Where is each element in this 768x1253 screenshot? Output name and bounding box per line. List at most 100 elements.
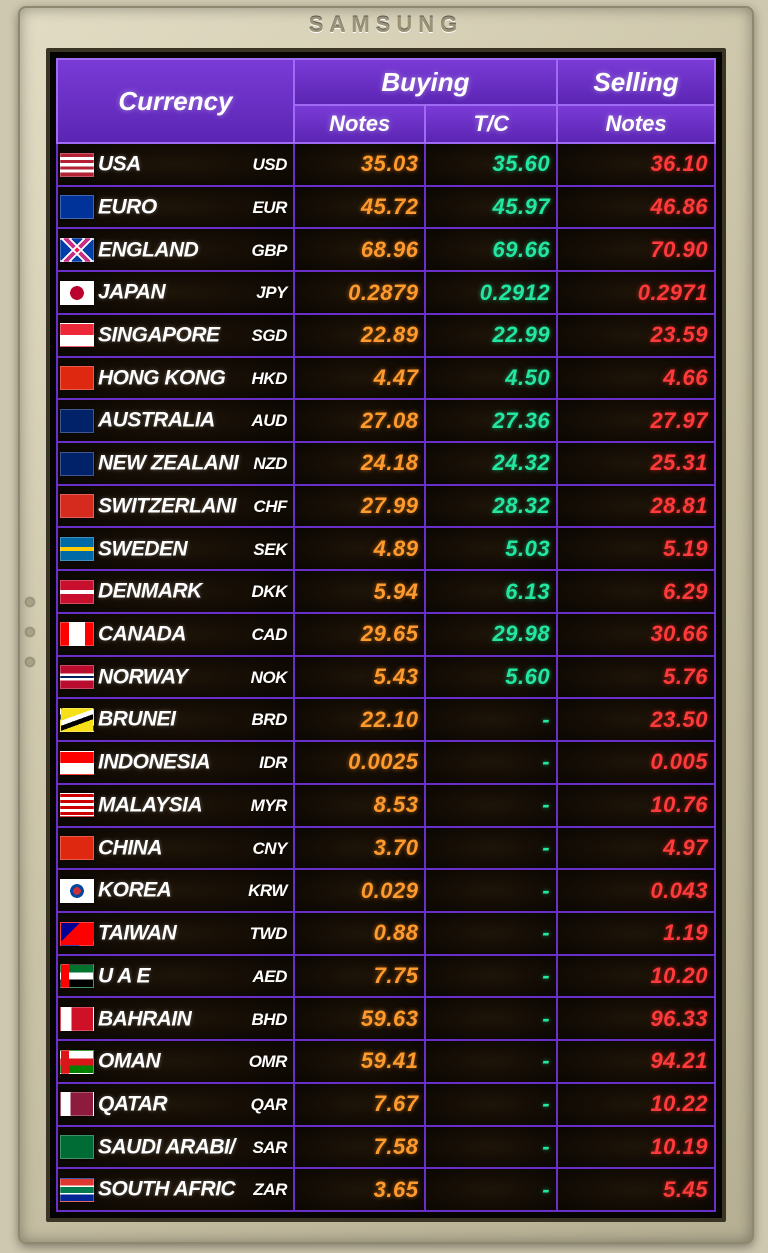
flag-icon xyxy=(60,708,94,732)
currency-code: HKD xyxy=(252,369,287,389)
selling-notes-value: 96.33 xyxy=(557,997,715,1040)
flag-icon xyxy=(60,879,94,903)
buying-notes-value: 59.63 xyxy=(294,997,426,1040)
table-row: EUROEUR45.7245.9746.86 xyxy=(57,186,715,229)
country-name: KOREA xyxy=(98,879,171,902)
buying-notes-value: 59.41 xyxy=(294,1040,426,1083)
currency-cell: OMAN OMR xyxy=(57,1040,294,1083)
buying-notes-value: 8.53 xyxy=(294,784,426,827)
col-currency: Currency xyxy=(57,59,294,143)
buying-notes-value: 4.47 xyxy=(294,357,426,400)
buying-tc-value: 28.32 xyxy=(425,485,557,528)
country-name: QATAR xyxy=(98,1092,167,1115)
currency-cell: QATARQAR xyxy=(57,1083,294,1126)
currency-cell: NEW ZEALANI NZD xyxy=(57,442,294,485)
country-name: EURO xyxy=(98,195,157,218)
currency-cell: INDONESIAIDR xyxy=(57,741,294,784)
table-row: USAUSD35.0335.6036.10 xyxy=(57,143,715,186)
selling-notes-value: 10.76 xyxy=(557,784,715,827)
currency-code: CAD xyxy=(252,625,287,645)
table-row: NORWAYNOK5.435.605.76 xyxy=(57,656,715,699)
buying-tc-value: - xyxy=(425,1040,557,1083)
flag-icon xyxy=(60,409,94,433)
selling-notes-value: 0.043 xyxy=(557,869,715,912)
selling-notes-value: 5.76 xyxy=(557,656,715,699)
currency-code: GBP xyxy=(252,241,287,261)
buying-tc-value: 69.66 xyxy=(425,228,557,271)
currency-code: BRD xyxy=(252,710,287,730)
flag-icon xyxy=(60,580,94,604)
buying-notes-value: 24.18 xyxy=(294,442,426,485)
table-row: KOREAKRW0.029-0.043 xyxy=(57,869,715,912)
buying-tc-value: - xyxy=(425,827,557,870)
selling-notes-value: 30.66 xyxy=(557,613,715,656)
table-row: DENMARKDKK5.946.136.29 xyxy=(57,570,715,613)
buying-tc-value: - xyxy=(425,997,557,1040)
currency-cell: TAIWANTWD xyxy=(57,912,294,955)
country-name: SWEDEN xyxy=(98,537,187,560)
currency-cell: HONG KONG HKD xyxy=(57,357,294,400)
buying-notes-value: 27.99 xyxy=(294,485,426,528)
table-row: JAPANJPY0.28790.29120.2971 xyxy=(57,271,715,314)
currency-cell: AUSTRALIAAUD xyxy=(57,399,294,442)
currency-cell: SAUDI ARABI/SAR xyxy=(57,1126,294,1169)
currency-code: NZD xyxy=(253,454,286,474)
flag-icon xyxy=(60,922,94,946)
selling-notes-value: 0.005 xyxy=(557,741,715,784)
selling-notes-value: 10.20 xyxy=(557,955,715,998)
currency-code: IDR xyxy=(259,753,287,773)
buying-notes-value: 7.58 xyxy=(294,1126,426,1169)
table-row: BRUNEIBRD22.10-23.50 xyxy=(57,698,715,741)
country-name: TAIWAN xyxy=(98,922,176,945)
country-name: MALAYSIA xyxy=(98,793,202,816)
country-name: ENGLAND xyxy=(98,238,198,261)
selling-notes-value: 0.2971 xyxy=(557,271,715,314)
buying-notes-value: 22.10 xyxy=(294,698,426,741)
currency-cell: BRUNEI BRD xyxy=(57,698,294,741)
currency-code: AUD xyxy=(252,411,287,431)
currency-cell: NORWAYNOK xyxy=(57,656,294,699)
currency-cell: SWEDEN SEK xyxy=(57,527,294,570)
flag-icon xyxy=(60,836,94,860)
selling-notes-value: 28.81 xyxy=(557,485,715,528)
currency-code: SEK xyxy=(253,540,286,560)
country-name: OMAN xyxy=(98,1050,160,1073)
table-row: SAUDI ARABI/SAR7.58-10.19 xyxy=(57,1126,715,1169)
currency-cell: JAPANJPY xyxy=(57,271,294,314)
selling-notes-value: 36.10 xyxy=(557,143,715,186)
selling-notes-value: 27.97 xyxy=(557,399,715,442)
table-row: QATARQAR7.67-10.22 xyxy=(57,1083,715,1126)
table-header: Currency Buying Selling Notes T/C Notes xyxy=(57,59,715,143)
table-row: U A EAED7.75-10.20 xyxy=(57,955,715,998)
buying-notes-value: 7.75 xyxy=(294,955,426,998)
country-name: BAHRAIN xyxy=(98,1007,191,1030)
flag-icon xyxy=(60,793,94,817)
country-name: SINGAPORE xyxy=(98,323,220,346)
selling-notes-value: 5.45 xyxy=(557,1168,715,1211)
country-name: NEW ZEALANI xyxy=(98,452,238,475)
buying-tc-value: 27.36 xyxy=(425,399,557,442)
country-name: HONG KONG xyxy=(98,366,225,389)
selling-notes-value: 94.21 xyxy=(557,1040,715,1083)
flag-icon xyxy=(60,964,94,988)
selling-notes-value: 23.59 xyxy=(557,314,715,357)
table-row: INDONESIAIDR0.0025-0.005 xyxy=(57,741,715,784)
currency-code: MYR xyxy=(251,796,287,816)
selling-notes-value: 10.19 xyxy=(557,1126,715,1169)
buying-tc-value: 29.98 xyxy=(425,613,557,656)
country-name: NORWAY xyxy=(98,665,188,688)
buying-tc-value: - xyxy=(425,784,557,827)
table-row: SINGAPORESGD22.8922.9923.59 xyxy=(57,314,715,357)
table-row: CANADACAD29.6529.9830.66 xyxy=(57,613,715,656)
monitor-bezel: SAMSUNG Currency Buying Selling Notes T/… xyxy=(18,6,754,1244)
currency-cell: CHINACNY xyxy=(57,827,294,870)
table-row: SWEDENSEK4.895.035.19 xyxy=(57,527,715,570)
selling-notes-value: 46.86 xyxy=(557,186,715,229)
buying-tc-value: - xyxy=(425,955,557,998)
selling-notes-value: 25.31 xyxy=(557,442,715,485)
buying-tc-value: 6.13 xyxy=(425,570,557,613)
currency-code: OMR xyxy=(249,1052,287,1072)
buying-notes-value: 0.2879 xyxy=(294,271,426,314)
country-name: U A E xyxy=(98,964,150,987)
country-name: BRUNEI xyxy=(98,708,176,731)
